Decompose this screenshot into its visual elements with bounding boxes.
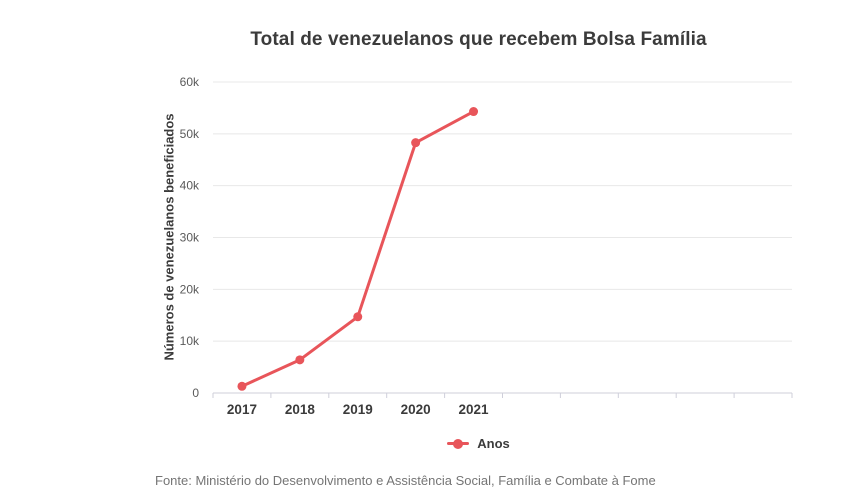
data-point[interactable] [237, 381, 247, 391]
source-note: Fonte: Ministério do Desenvolvimento e A… [155, 473, 656, 488]
legend-dot-icon [453, 438, 464, 449]
x-tick-label: 2020 [401, 402, 431, 417]
legend: Anos [165, 436, 792, 451]
data-point[interactable] [353, 312, 363, 322]
x-tick-label: 2017 [227, 402, 257, 417]
y-tick-label: 30k [180, 231, 200, 245]
legend-label: Anos [477, 436, 510, 451]
y-tick-label: 40k [180, 179, 200, 193]
y-tick-label: 20k [180, 282, 200, 296]
data-point[interactable] [469, 107, 479, 117]
data-point[interactable] [295, 355, 305, 365]
data-line [241, 110, 475, 388]
x-tick-label: 2018 [285, 402, 316, 417]
x-tick-label: 2021 [459, 402, 490, 417]
y-tick-label: 50k [180, 127, 200, 141]
y-tick-label: 60k [180, 75, 200, 89]
y-tick-label: 10k [180, 334, 200, 348]
x-tick-label: 2019 [343, 402, 373, 417]
legend-line-marker-icon [447, 438, 470, 449]
chart-title: Total de venezuelanos que recebem Bolsa … [250, 29, 707, 50]
chart-svg: 0 10k 20k 30k 40k 50k 60k 2017 2018 2019 2020 2021 [180, 75, 793, 417]
data-point[interactable] [411, 138, 421, 148]
y-tick-label: 0 [192, 386, 199, 400]
